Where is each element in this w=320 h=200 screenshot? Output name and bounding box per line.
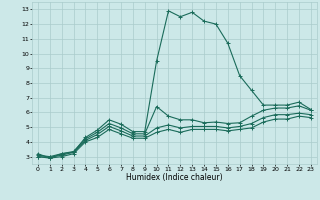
X-axis label: Humidex (Indice chaleur): Humidex (Indice chaleur) [126, 173, 223, 182]
